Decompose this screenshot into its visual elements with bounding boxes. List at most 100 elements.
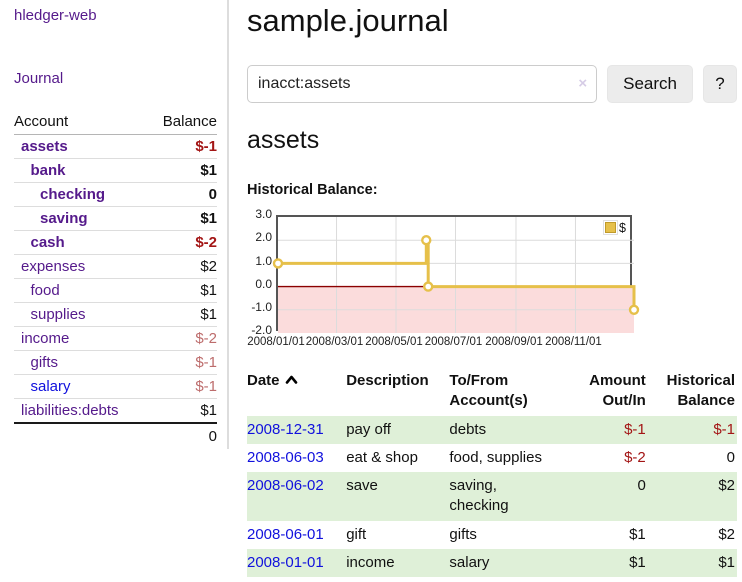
sidebar: hledger-web Journal Account Balance asse… <box>0 0 229 449</box>
register-row: 2008-06-03 eat & shop food, supplies $-2 0 <box>247 444 737 472</box>
sort-ascending-icon <box>285 375 297 384</box>
transaction-date-link[interactable]: 2008-12-31 <box>247 420 324 438</box>
data-point-marker[interactable] <box>423 281 434 292</box>
account-row: assets $-1 <box>14 134 217 159</box>
legend-swatch <box>605 222 617 234</box>
data-point-marker[interactable] <box>628 304 640 316</box>
account-link[interactable]: gifts <box>14 350 148 375</box>
app-brand-link[interactable]: hledger-web <box>14 7 97 24</box>
account-link[interactable]: supplies <box>14 302 148 327</box>
x-tick-label: 2008/11/01 <box>545 336 602 349</box>
legend-swatch-box <box>603 220 619 236</box>
account-link[interactable]: income <box>14 326 148 351</box>
account-row: salary $-1 <box>14 374 217 399</box>
transaction-amount: $1 <box>629 553 646 571</box>
x-tick-label: 2008/09/01 <box>485 336 543 349</box>
transaction-date-link[interactable]: 2008-06-01 <box>247 525 324 543</box>
register-row: 2008-06-01 gift gifts $1 $2 <box>247 521 737 549</box>
account-row: saving $1 <box>14 206 217 231</box>
transaction-amount: $1 <box>629 525 646 543</box>
accounts-total-value: 0 <box>147 422 217 449</box>
transaction-date-link[interactable]: 2008-06-02 <box>247 477 324 495</box>
clear-search-icon[interactable]: × <box>578 75 588 93</box>
x-tick-label: 2008/01/01 <box>247 336 305 349</box>
transaction-date-link[interactable]: 2008-06-03 <box>247 448 324 466</box>
account-row: gifts $-1 <box>14 350 217 375</box>
register-header-date[interactable]: Date <box>247 368 346 416</box>
y-tick-label: -2.0 <box>251 323 272 338</box>
register-header-row: Date Description To/From Account(s) Amou… <box>247 368 737 416</box>
account-link[interactable]: saving <box>14 206 148 231</box>
chart-legend: $ <box>603 220 626 236</box>
account-row: income $-2 <box>14 326 217 351</box>
account-row: supplies $1 <box>14 302 217 327</box>
account-link[interactable]: expenses <box>14 254 148 279</box>
register-row: 2008-06-02 save saving, checking 0 $2 <box>247 472 737 521</box>
accounts-header-row: Account Balance <box>14 110 217 135</box>
search-input-wrapper: × <box>247 65 598 104</box>
x-tick-label: 2008/05/01 <box>365 336 423 349</box>
account-balance: $1 <box>147 278 217 303</box>
transaction-accounts: debts <box>449 420 487 438</box>
account-balance: $1 <box>200 402 217 419</box>
historical-balance-label: Historical Balance: <box>247 182 378 199</box>
y-tick-label: 3.0 <box>255 207 272 222</box>
search-button[interactable]: Search <box>607 65 693 104</box>
transaction-accounts: gifts <box>449 525 477 543</box>
account-balance: 0 <box>147 182 217 207</box>
transaction-description: gift <box>346 525 367 543</box>
account-link[interactable]: cash <box>14 230 148 255</box>
account-link[interactable]: liabilities:debts <box>21 402 119 419</box>
account-balance: $-1 <box>147 134 217 159</box>
chart-canvas <box>272 217 640 334</box>
transaction-balance: $2 <box>718 525 735 543</box>
account-link[interactable]: checking <box>14 182 148 207</box>
transaction-amount: $-2 <box>624 448 646 466</box>
transaction-description: save <box>346 477 378 495</box>
transaction-balance: $2 <box>718 477 735 495</box>
register-row: 2008-12-31 pay off debts $-1 $-1 <box>247 415 737 444</box>
transaction-accounts: saving, checking <box>449 477 509 515</box>
transaction-balance: 0 <box>726 448 735 466</box>
transaction-balance: $1 <box>718 553 735 571</box>
y-tick-label: 0.0 <box>255 276 272 291</box>
legend-label: $ <box>619 220 626 235</box>
account-link[interactable]: food <box>14 278 148 303</box>
account-row: bank $1 <box>14 158 217 183</box>
transaction-description: income <box>346 553 395 571</box>
y-tick-label: 2.0 <box>255 230 272 245</box>
account-link[interactable]: assets <box>14 134 148 159</box>
search-input[interactable] <box>247 65 598 104</box>
chart-plot-area[interactable]: $ <box>272 215 640 334</box>
accounts-total-spacer <box>14 422 148 449</box>
account-balance: $-1 <box>147 374 217 399</box>
account-balance: $-2 <box>147 230 217 255</box>
account-balance: $-2 <box>147 326 217 351</box>
transaction-accounts: food, supplies <box>449 448 542 466</box>
account-heading: assets <box>247 126 320 155</box>
accounts-header-balance: Balance <box>147 110 217 135</box>
sidebar-item-journal[interactable]: Journal <box>14 70 64 87</box>
register-table: Date Description To/From Account(s) Amou… <box>247 368 737 578</box>
transaction-amount: 0 <box>637 477 646 495</box>
main-content: sample.journal × Search ? assets Histori… <box>229 0 742 578</box>
account-balance: $1 <box>147 206 217 231</box>
account-row: food $1 <box>14 278 217 303</box>
account-row: expenses $2 <box>14 254 217 279</box>
accounts-header-account: Account <box>14 110 148 135</box>
x-tick-label: 2008/03/01 <box>305 336 364 349</box>
account-balance: $1 <box>147 158 217 183</box>
account-balance: $2 <box>147 254 217 279</box>
balance-chart: $ 3.0 2.0 1.0 0.0 -1.0 -2.0 2008/01/01 2008/03… <box>247 207 737 351</box>
y-tick-label: 1.0 <box>255 253 272 268</box>
help-button[interactable]: ? <box>703 65 737 104</box>
transaction-amount: $-1 <box>624 420 646 438</box>
account-link[interactable]: salary <box>14 374 148 399</box>
transaction-balance: $-1 <box>713 420 735 438</box>
register-header-accounts: To/From Account(s) <box>449 372 528 410</box>
account-link[interactable]: bank <box>14 158 148 183</box>
transaction-date-link[interactable]: 2008-01-01 <box>247 553 324 571</box>
data-point-marker[interactable] <box>272 258 284 269</box>
data-point-marker[interactable] <box>421 235 432 246</box>
transaction-description: eat & shop <box>346 448 418 466</box>
